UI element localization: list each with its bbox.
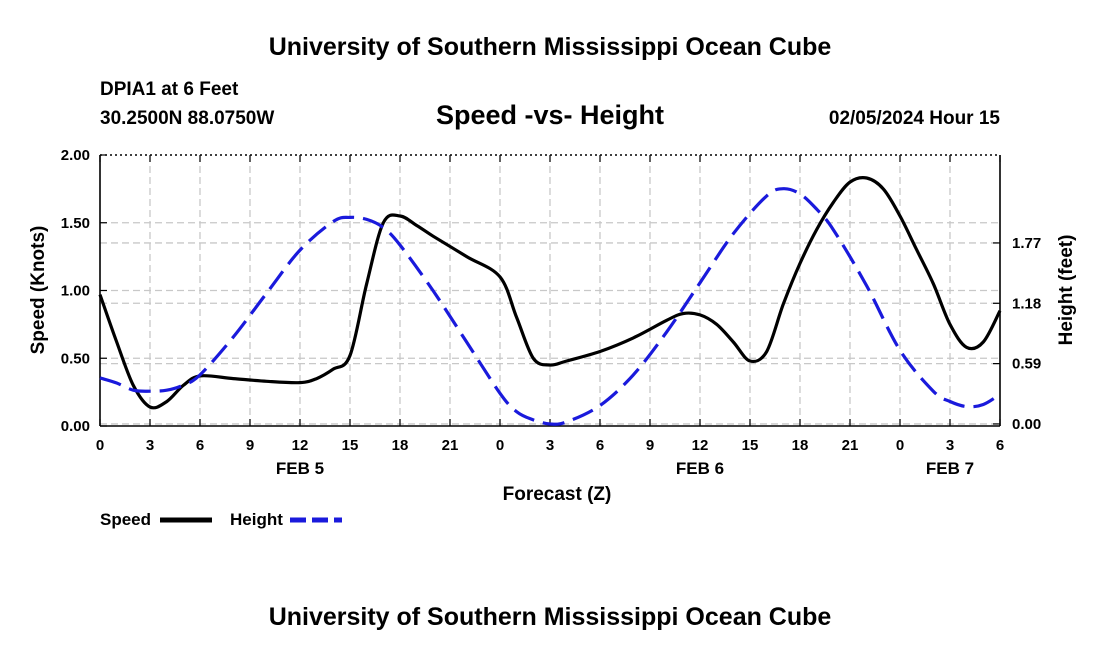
chart-subtitle: Speed -vs- Height: [436, 100, 664, 130]
x-tick-label: 18: [392, 437, 409, 454]
y2-tick-label: 0.59: [1012, 356, 1041, 373]
y-tick-label: 2.00: [61, 147, 90, 164]
x-tick-label: 18: [792, 437, 809, 454]
station-label: DPIA1 at 6 Feet: [100, 79, 239, 100]
x-tick-label: 0: [96, 437, 104, 454]
day-label: FEB 7: [926, 459, 974, 478]
height-series-line: [99, 187, 1001, 426]
x-tick-label: 21: [442, 437, 459, 454]
x-tick-label: 6: [996, 437, 1004, 454]
day-label: FEB 6: [676, 459, 724, 478]
axes: 0 3 6 9 12 15 18 21 0 3 6 9 12 15 18 21 0 3 6 FEB 5 FEB 6 FEB…: [61, 147, 1041, 478]
x-tick-label: 12: [692, 437, 709, 454]
x-tick-label: 3: [546, 437, 554, 454]
y-tick-label: 0.00: [61, 418, 90, 435]
datetime-label: 02/05/2024 Hour 15: [829, 108, 1001, 129]
y-tick-label: 1.50: [61, 215, 90, 232]
y2-tick-label: 0.00: [1012, 416, 1041, 433]
x-axis-title: Forecast (Z): [503, 484, 612, 505]
x-tick-label: 6: [596, 437, 604, 454]
x-tick-label: 6: [196, 437, 204, 454]
x-tick-label: 12: [292, 437, 309, 454]
plot-area: [98, 176, 1002, 426]
x-tick-label: 21: [842, 437, 859, 454]
y2-tick-label: 1.77: [1012, 235, 1041, 252]
x-tick-label: 15: [342, 437, 359, 454]
speed-series-line: [98, 176, 1002, 410]
y2-tick-label: 1.18: [1012, 295, 1041, 312]
chart-title: University of Southern Mississippi Ocean…: [269, 33, 832, 61]
legend: Speed Height: [100, 510, 342, 529]
x-tick-label: 0: [896, 437, 904, 454]
y2-axis-title: Height (feet): [1056, 235, 1077, 346]
x-tick-label: 3: [946, 437, 954, 454]
x-tick-label: 9: [646, 437, 654, 454]
x-tick-label: 3: [146, 437, 154, 454]
x-tick-label: 15: [742, 437, 759, 454]
y-axis-title: Speed (Knots): [28, 226, 49, 355]
x-tick-label: 9: [246, 437, 254, 454]
footer-title: University of Southern Mississippi Ocean…: [269, 603, 832, 631]
x-tick-label: 0: [496, 437, 504, 454]
legend-height-label: Height: [230, 510, 283, 529]
legend-speed-label: Speed: [100, 510, 151, 529]
y-tick-label: 0.50: [61, 350, 90, 367]
day-label: FEB 5: [276, 459, 324, 478]
grid: [100, 155, 1000, 426]
coordinates-label: 30.2500N 88.0750W: [100, 108, 274, 129]
y-tick-label: 1.00: [61, 283, 90, 300]
